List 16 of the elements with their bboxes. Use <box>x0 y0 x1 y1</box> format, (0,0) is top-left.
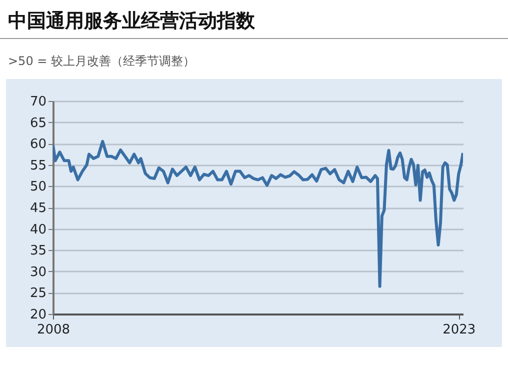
y-tick-label: 60 <box>30 137 46 152</box>
y-tick-label: 65 <box>30 116 46 131</box>
y-tick-label: 45 <box>30 201 46 216</box>
line-series <box>53 140 463 288</box>
y-tick-label: 25 <box>30 286 46 302</box>
y-tick-label: 20 <box>30 308 46 322</box>
chart-title: 中国通用服务业经营活动指数 <box>0 0 508 39</box>
y-tick-label: 55 <box>30 158 46 174</box>
x-tick-label: 2008 <box>36 322 70 338</box>
y-tick-label: 35 <box>30 244 46 259</box>
x-tick-label: 2023 <box>442 322 476 338</box>
y-tick-label: 50 <box>30 180 46 195</box>
y-tick-label: 70 <box>30 94 46 110</box>
y-tick-label: 40 <box>30 222 46 238</box>
y-tick-label: 30 <box>30 264 46 280</box>
chart-subtitle: >50 = 较上月改善（经季节调整） <box>7 53 196 70</box>
